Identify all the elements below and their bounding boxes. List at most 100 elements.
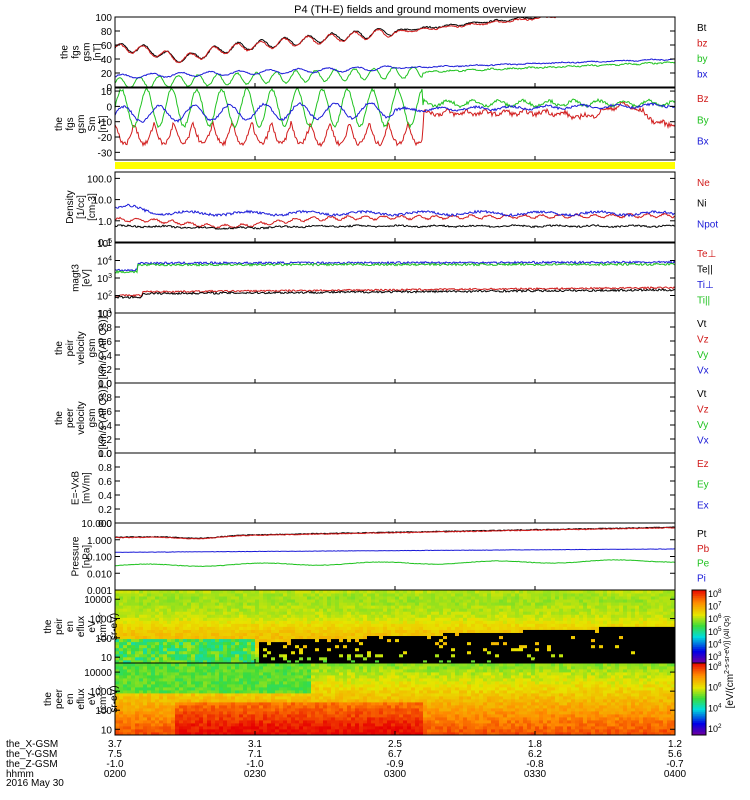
spectrogram-cell bbox=[423, 599, 428, 603]
spectrogram-cell bbox=[127, 656, 132, 661]
spectrogram-cell bbox=[459, 590, 464, 594]
spectrogram-cell bbox=[555, 656, 560, 661]
spectrogram-cell bbox=[339, 672, 344, 676]
spectrogram-cell bbox=[131, 720, 136, 724]
spectrogram-cell bbox=[279, 659, 284, 664]
spectrogram-cell bbox=[539, 611, 544, 615]
spectrogram-cell bbox=[511, 641, 516, 646]
spectrogram-cell bbox=[195, 678, 200, 682]
spectrogram-cell bbox=[591, 599, 596, 603]
spectrogram-cell bbox=[135, 659, 140, 664]
spectrogram-cell bbox=[303, 605, 308, 609]
spectrogram-cell bbox=[515, 605, 520, 609]
spectrogram-cell bbox=[163, 702, 168, 706]
spectrogram-cell bbox=[427, 620, 432, 624]
spectrogram-cell bbox=[119, 608, 124, 612]
spectrogram-cell bbox=[447, 617, 452, 621]
spectrogram-cell bbox=[199, 717, 204, 721]
spectrogram-cell bbox=[571, 605, 576, 609]
spectrogram-cell bbox=[339, 638, 344, 643]
spectrogram-cell bbox=[143, 684, 148, 688]
spectrogram-cell bbox=[259, 729, 264, 733]
spectrogram-cell bbox=[295, 620, 300, 624]
spectrogram-cell bbox=[547, 650, 552, 655]
spectrogram-cell bbox=[407, 617, 412, 621]
spectrogram-cell bbox=[527, 656, 532, 661]
spectrogram-cell bbox=[595, 659, 600, 664]
spectrogram-cell bbox=[315, 663, 320, 667]
spectrogram-cell bbox=[155, 684, 160, 688]
spectrogram-cell bbox=[207, 602, 212, 606]
spectrogram-cell bbox=[159, 678, 164, 682]
spectrogram-cell bbox=[147, 723, 152, 727]
spectrogram-cell bbox=[159, 702, 164, 706]
spectrogram-cell bbox=[327, 714, 332, 718]
spectrogram-cell bbox=[255, 672, 260, 676]
spectrogram-cell bbox=[199, 714, 204, 718]
spectrogram-cell bbox=[243, 720, 248, 724]
spectrogram-cell bbox=[343, 641, 348, 646]
spectrogram-cell bbox=[287, 714, 292, 718]
spectrogram-cell bbox=[179, 678, 184, 682]
y-axis-label: [km/s (All Qs)] bbox=[98, 386, 109, 449]
spectrogram-cell bbox=[559, 599, 564, 603]
spectrogram-cell bbox=[259, 626, 264, 630]
spectrogram-cell bbox=[167, 666, 172, 670]
spectrogram-cell bbox=[383, 644, 388, 649]
spectrogram-cell bbox=[139, 611, 144, 615]
spectrogram-cell bbox=[455, 641, 460, 646]
spectrogram-cell bbox=[323, 623, 328, 627]
spectrogram-cell bbox=[595, 644, 600, 649]
spectrogram-cell bbox=[195, 666, 200, 670]
spectrogram-cell bbox=[431, 614, 436, 618]
spectrogram-cell bbox=[575, 602, 580, 606]
spectrogram-cell bbox=[499, 650, 504, 655]
spectrogram-cell bbox=[539, 599, 544, 603]
spectrogram-cell bbox=[151, 714, 156, 718]
spectrogram-cell bbox=[647, 593, 652, 597]
spectrogram-cell bbox=[323, 696, 328, 700]
spectrogram-cell bbox=[175, 705, 180, 709]
spectrogram-cell bbox=[207, 638, 212, 643]
spectrogram-cell bbox=[331, 693, 336, 697]
spectrogram-cell bbox=[503, 644, 508, 649]
spectrogram-cell bbox=[647, 590, 652, 594]
spectrogram-cell bbox=[463, 611, 468, 615]
spectrogram-cell bbox=[219, 644, 224, 649]
spectrogram-cell bbox=[415, 635, 420, 640]
spectrogram-cell bbox=[171, 669, 176, 673]
spectrogram-cell bbox=[167, 626, 172, 630]
spectrogram-cell bbox=[255, 632, 260, 637]
spectrogram-cell bbox=[359, 620, 364, 624]
spectrogram-cell bbox=[171, 726, 176, 730]
spectrogram-cell bbox=[275, 693, 280, 697]
spectrogram-cell bbox=[163, 699, 168, 703]
spectrogram-cell bbox=[443, 596, 448, 600]
spectrogram-cell bbox=[203, 617, 208, 621]
spectrogram-cell bbox=[307, 617, 312, 621]
spectrogram-cell bbox=[639, 593, 644, 597]
spectrogram-cell bbox=[235, 681, 240, 685]
spectrogram-cell bbox=[227, 693, 232, 697]
spectrogram-cell bbox=[203, 684, 208, 688]
spectrogram-cell bbox=[135, 708, 140, 712]
spectrogram-cell bbox=[423, 602, 428, 606]
spectrogram-cell bbox=[551, 659, 556, 664]
spectrogram-cell bbox=[131, 717, 136, 721]
spectrogram-cell bbox=[135, 614, 140, 618]
spectrogram-cell bbox=[351, 611, 356, 615]
spectrogram-cell bbox=[343, 663, 348, 667]
spectrogram-cell bbox=[223, 617, 228, 621]
spectrogram-cell bbox=[175, 726, 180, 730]
spectrogram-cell bbox=[479, 605, 484, 609]
spectrogram-cell bbox=[603, 629, 608, 633]
spectrogram-cell bbox=[151, 717, 156, 721]
spectrogram-cell bbox=[507, 617, 512, 621]
spectrogram-cell bbox=[115, 666, 120, 670]
spectrogram-cell bbox=[415, 617, 420, 621]
spectrogram-cell bbox=[391, 641, 396, 646]
spectrogram-cell bbox=[163, 638, 168, 643]
spectrogram-cell bbox=[115, 632, 120, 637]
spectrogram-cell bbox=[503, 647, 508, 652]
spectrogram-cell bbox=[407, 641, 412, 646]
